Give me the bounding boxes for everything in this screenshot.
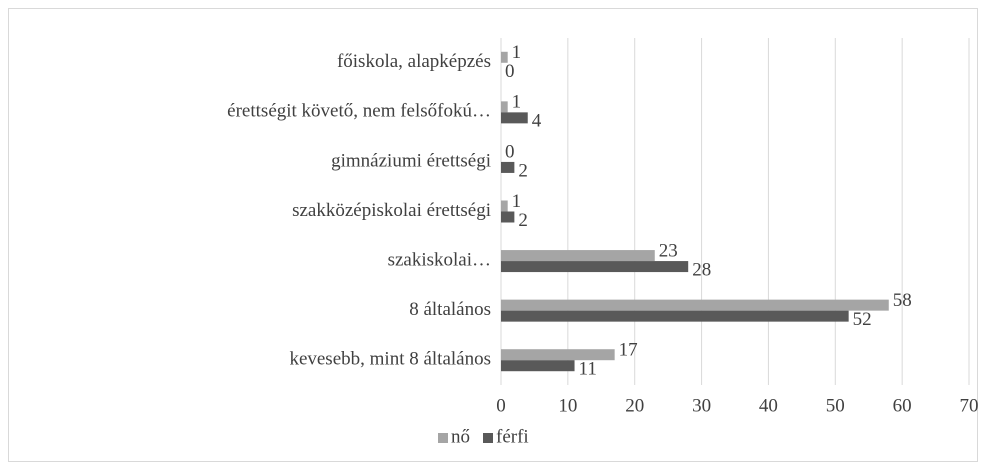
y-tick-label: főiskola, alapképzés — [337, 51, 491, 72]
x-tick-label: 40 — [759, 395, 778, 416]
chart-border — [8, 8, 978, 462]
data-label: 1 — [512, 191, 521, 212]
data-label: 0 — [505, 141, 515, 162]
y-tick-label: kevesebb, mint 8 általános — [289, 349, 491, 370]
bar — [501, 51, 508, 63]
bar — [501, 211, 515, 223]
bar — [501, 250, 655, 262]
legend-swatch — [438, 433, 448, 443]
bar — [501, 310, 849, 322]
x-tick-label: 30 — [692, 395, 711, 416]
bar — [501, 349, 615, 361]
data-label: 23 — [659, 240, 678, 261]
data-label: 17 — [619, 340, 638, 361]
bar — [501, 112, 528, 124]
x-tick-label: 60 — [893, 395, 912, 416]
legend-label: férfi — [496, 426, 529, 447]
x-tick-label: 70 — [960, 395, 979, 416]
bar — [501, 161, 515, 173]
x-tick-label: 20 — [625, 395, 644, 416]
x-tick-label: 0 — [496, 395, 506, 416]
y-tick-label: érettségit követő, nem felsőfokú… — [227, 101, 491, 122]
y-tick-label: szakiskolai… — [388, 249, 491, 270]
x-tick-label: 50 — [826, 395, 845, 416]
data-label: 2 — [518, 210, 528, 231]
data-label: 4 — [532, 111, 542, 132]
bar — [501, 200, 508, 212]
x-tick-label: 10 — [558, 395, 577, 416]
y-tick-label: gimnáziumi érettségi — [331, 150, 491, 171]
legend-swatch — [483, 433, 493, 443]
bar — [501, 360, 575, 372]
data-label: 2 — [518, 160, 528, 181]
y-tick-label: szakközépiskolai érettségi — [292, 200, 491, 221]
data-label: 1 — [512, 42, 521, 63]
legend-label: nő — [451, 426, 470, 447]
data-label: 52 — [853, 309, 872, 330]
data-label: 58 — [893, 290, 912, 311]
bar — [501, 101, 508, 113]
bar — [501, 261, 689, 273]
bar — [501, 299, 889, 311]
data-label: 28 — [692, 259, 711, 280]
y-tick-label: 8 általános — [409, 299, 491, 320]
data-label: 1 — [512, 92, 521, 113]
data-label: 11 — [579, 359, 597, 380]
data-label: 0 — [505, 61, 515, 82]
